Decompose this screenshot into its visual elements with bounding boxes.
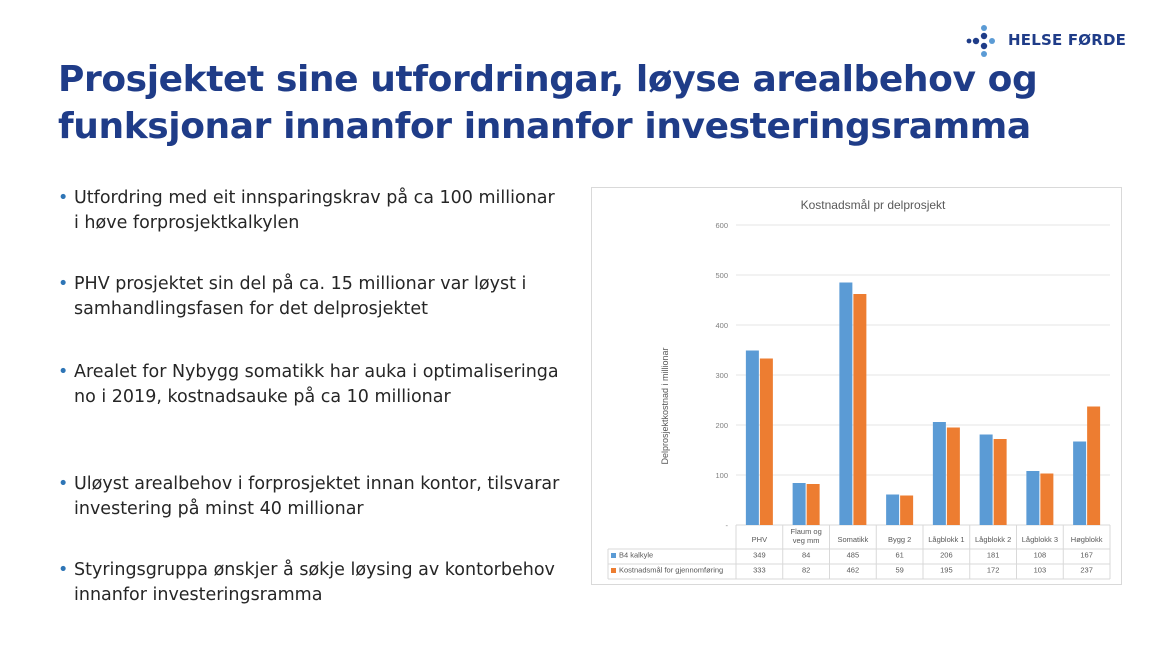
- bullet-item: • Utfordring med eit innsparingskrav på …: [58, 186, 564, 236]
- legend-label: Kostnadsmål for gjennomføring: [619, 566, 723, 575]
- bullet-text: Utfordring med eit innsparingskrav på ca…: [74, 188, 555, 233]
- x-tick-label: Bygg 2: [888, 535, 911, 544]
- bullet-item: • Arealet for Nybygg somatikk har auka i…: [58, 360, 564, 410]
- bar: [900, 495, 914, 525]
- bullet-dot-icon: •: [58, 474, 69, 494]
- page-title: Prosjektet sine utfordringar, løyse area…: [58, 59, 1038, 147]
- bullet-text: Uløyst arealbehov i forprosjektet innan …: [74, 474, 560, 519]
- x-tick-label: Lågblokk 2: [975, 535, 1011, 544]
- y-tick-label: 100: [715, 471, 728, 480]
- data-label: 462: [847, 566, 860, 575]
- bullet-text: Arealet for Nybygg somatikk har auka i o…: [74, 362, 559, 407]
- data-label: 167: [1080, 551, 1093, 560]
- bar: [839, 282, 853, 525]
- data-label: 59: [895, 566, 903, 575]
- bar: [993, 439, 1007, 525]
- bar: [745, 350, 759, 525]
- data-label: 206: [940, 551, 953, 560]
- bar: [946, 427, 960, 525]
- legend-swatch: [611, 568, 616, 573]
- chart-title: Kostnadsmål pr delprosjekt: [801, 198, 946, 212]
- data-label: 485: [847, 551, 860, 560]
- x-tick-label: Lågblokk 3: [1022, 535, 1058, 544]
- bar: [1073, 441, 1087, 525]
- x-tick-label: Lågblokk 1: [928, 535, 964, 544]
- y-tick-label: 500: [715, 271, 728, 280]
- bar: [979, 434, 993, 525]
- bullet-item: • Uløyst arealbehov i forprosjektet inna…: [58, 472, 564, 522]
- y-tick-label: -: [726, 521, 729, 530]
- x-tick-label: Flaum og veg mm: [790, 527, 821, 545]
- data-label: 172: [987, 566, 1000, 575]
- bullet-item: • PHV prosjektet sin del på ca. 15 milli…: [58, 272, 564, 322]
- chart-container: Kostnadsmål pr delprosjekt Delprosjektko…: [591, 187, 1122, 585]
- bar: [1040, 473, 1054, 525]
- data-label: 108: [1034, 551, 1047, 560]
- logo-text: HELSE FØRDE: [1008, 31, 1127, 49]
- data-label: 181: [987, 551, 1000, 560]
- x-tick-label: Somatikk: [837, 535, 868, 544]
- y-axis-label: Delprosjektkostnad i millionar: [660, 347, 670, 464]
- y-tick-label: 400: [715, 321, 728, 330]
- bullet-dot-icon: •: [58, 362, 69, 382]
- bar: [792, 483, 806, 525]
- bullet-text: PHV prosjektet sin del på ca. 15 million…: [74, 274, 527, 319]
- legend-swatch: [611, 553, 616, 558]
- bar-chart: Kostnadsmål pr delprosjekt Delprosjektko…: [607, 198, 1111, 580]
- bar: [1026, 471, 1040, 525]
- x-tick-label: PHV: [752, 535, 767, 544]
- data-label: 103: [1034, 566, 1047, 575]
- dots-cross-icon: [966, 25, 995, 57]
- y-tick-label: 200: [715, 421, 728, 430]
- bar: [853, 294, 867, 525]
- data-label: 333: [753, 566, 766, 575]
- bar: [932, 422, 946, 525]
- bar: [1087, 406, 1101, 525]
- legend-label: B4 kalkyle: [619, 551, 653, 560]
- data-label: 237: [1080, 566, 1093, 575]
- x-tick-label: Høgblokk: [1071, 535, 1103, 544]
- data-label: 349: [753, 551, 766, 560]
- data-label: 61: [895, 551, 903, 560]
- bar: [886, 494, 900, 525]
- y-tick-label: 300: [715, 371, 728, 380]
- helse-forde-logo: HELSE FØRDE: [966, 22, 1136, 62]
- bullet-dot-icon: •: [58, 274, 69, 294]
- data-label: 195: [940, 566, 953, 575]
- data-label: 82: [802, 566, 810, 575]
- bullet-dot-icon: •: [58, 188, 69, 208]
- y-tick-label: 600: [715, 221, 728, 230]
- bullet-item: • Styringsgruppa ønskjer å søkje løysing…: [58, 558, 564, 608]
- bar: [759, 358, 773, 525]
- data-label: 84: [802, 551, 810, 560]
- bullet-text: Styringsgruppa ønskjer å søkje løysing a…: [74, 560, 555, 605]
- bar: [806, 484, 820, 525]
- bullet-dot-icon: •: [58, 560, 69, 580]
